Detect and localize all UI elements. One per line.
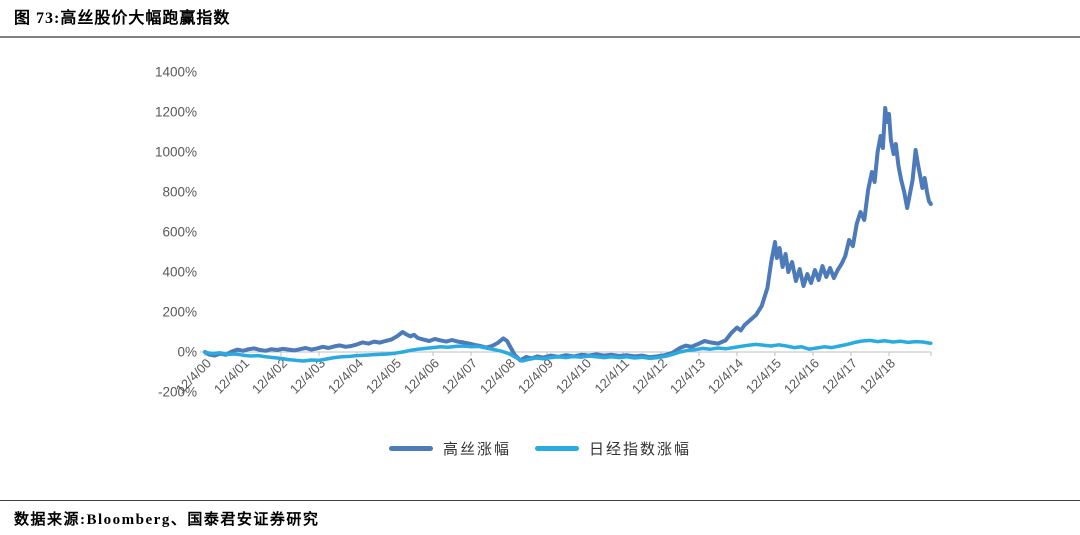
legend-label-kose: 高丝涨幅: [442, 441, 511, 458]
figure-header: 图 73:高丝股价大幅跑赢指数: [0, 0, 1080, 38]
data-source-text: 数据来源:Bloomberg、国泰君安证券研究: [14, 512, 320, 528]
x-tick-label: 12/4/16: [781, 356, 822, 397]
x-tick-label: 12/4/02: [249, 356, 290, 397]
x-tick-label: 12/4/15: [743, 356, 784, 397]
legend-item-kose: 高丝涨幅: [388, 438, 511, 459]
y-tick-label: 1200%: [155, 105, 197, 120]
x-tick-label: 12/4/10: [553, 356, 594, 397]
nikkei-line-swatch-icon: [535, 445, 579, 451]
x-tick-label: 12/4/18: [857, 356, 898, 397]
y-tick-label: 1400%: [155, 65, 197, 80]
source-bar: 数据来源:Bloomberg、国泰君安证券研究: [0, 500, 1080, 529]
x-tick-label: 12/4/14: [705, 356, 746, 397]
y-tick-label: 400%: [162, 265, 197, 280]
x-tick-label: 12/4/07: [439, 356, 480, 397]
x-tick-label: 12/4/01: [211, 356, 252, 397]
legend-item-nikkei: 日经指数涨幅: [535, 438, 691, 459]
x-tick-label: 12/4/05: [363, 356, 404, 397]
kose-line: [203, 106, 933, 363]
figure-title: 图 73:高丝股价大幅跑赢指数: [14, 10, 231, 27]
x-tick-label: 12/4/17: [819, 356, 860, 397]
x-tick-label: 12/4/11: [592, 356, 633, 397]
x-tick-label: 12/4/04: [325, 356, 366, 397]
y-tick-label: 0%: [177, 345, 197, 360]
chart-svg: 12/4/0012/4/0112/4/0212/4/0312/4/0412/4/…: [155, 65, 933, 400]
kose-line-swatch-icon: [388, 445, 433, 451]
x-tick-label: 12/4/13: [667, 356, 708, 397]
x-tick-label: 12/4/12: [629, 356, 670, 397]
y-tick-label: 600%: [162, 225, 197, 240]
y-tick-label: 1000%: [155, 145, 197, 160]
x-tick-label: 12/4/06: [401, 356, 442, 397]
y-tick-label: 200%: [162, 305, 197, 320]
x-tick-label: 12/4/08: [477, 356, 518, 397]
y-tick-label: -200%: [158, 385, 197, 400]
nikkei-line: [203, 338, 933, 363]
legend-label-nikkei: 日经指数涨幅: [589, 441, 692, 458]
y-tick-label: 800%: [162, 185, 197, 200]
chart-legend: 高丝涨幅 日经指数涨幅: [0, 435, 1080, 461]
